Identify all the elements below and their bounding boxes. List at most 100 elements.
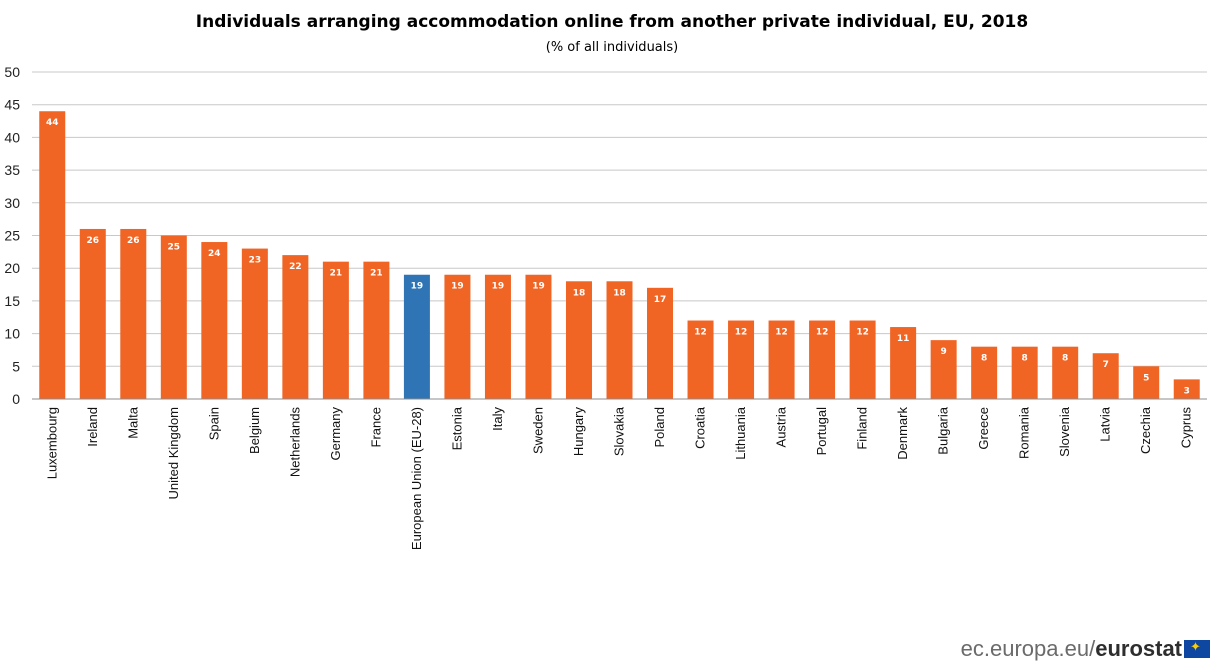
- data-label: 9: [941, 347, 947, 357]
- x-tick-label: Italy: [490, 407, 505, 431]
- data-label: 19: [532, 282, 545, 292]
- chart-subtitle: (% of all individuals): [546, 40, 678, 55]
- bars: [39, 111, 1200, 400]
- bar-latvia: [1092, 353, 1119, 399]
- x-tick-label: Hungary: [571, 407, 586, 457]
- x-tick-label: Bulgaria: [936, 406, 951, 454]
- x-tick-label: Poland: [652, 407, 667, 447]
- y-tick-label: 25: [4, 228, 20, 244]
- chart-title: Individuals arranging accommodation onli…: [196, 12, 1028, 32]
- footer-site: ec.europa.eu/: [960, 636, 1096, 661]
- x-tick-label: Malta: [125, 406, 140, 439]
- bar-croatia: [687, 320, 714, 399]
- x-tick-label: Slovakia: [612, 406, 627, 456]
- x-tick-label: Sweden: [530, 407, 545, 454]
- bar-cyprus: [1173, 379, 1200, 399]
- data-label: 21: [370, 269, 383, 279]
- data-label: 21: [330, 269, 343, 279]
- y-tick-label: 5: [12, 358, 20, 374]
- data-label: 22: [289, 262, 302, 272]
- y-tick-label: 15: [4, 293, 20, 309]
- x-tick-label: Denmark: [895, 407, 910, 460]
- data-label: 7: [1103, 360, 1109, 370]
- bar-romania: [1011, 346, 1038, 399]
- bar-belgium: [241, 248, 268, 399]
- x-tick-label: Portugal: [814, 407, 829, 456]
- bar-sweden: [525, 274, 552, 399]
- bar-germany: [322, 261, 349, 399]
- x-tick-label: Slovenia: [1057, 406, 1072, 457]
- bar-france: [363, 261, 390, 399]
- y-tick-label: 10: [4, 326, 20, 342]
- x-tick-label: Greece: [976, 407, 991, 450]
- data-label: 8: [981, 354, 987, 364]
- x-tick-label: Romania: [1017, 406, 1032, 459]
- bar-bulgaria: [930, 340, 957, 399]
- data-label: 8: [1022, 354, 1028, 364]
- bar-chart: Individuals arranging accommodation onli…: [4, 12, 1207, 550]
- bar-portugal: [809, 320, 836, 399]
- data-label: 8: [1062, 354, 1068, 364]
- bar-greece: [971, 346, 998, 399]
- bar-italy: [484, 274, 511, 399]
- data-label: 12: [856, 328, 869, 338]
- gridlines: [32, 71, 1207, 367]
- y-tick-label: 45: [4, 97, 20, 113]
- data-label: 19: [411, 282, 424, 292]
- x-tick-label: Czechia: [1138, 406, 1153, 454]
- x-tick-label: Luxembourg: [44, 407, 59, 479]
- x-tick-label: European Union (EU-28): [409, 407, 424, 550]
- footer-branding: ec.europa.eu/ eurostat: [961, 636, 1210, 662]
- data-label: 44: [46, 118, 59, 128]
- bar-luxembourg: [39, 111, 66, 400]
- data-label: 12: [816, 328, 829, 338]
- x-tick-label: Lithuania: [733, 406, 748, 460]
- data-label: 5: [1143, 373, 1149, 383]
- bar-united-kingdom: [160, 235, 187, 399]
- y-tick-label: 50: [4, 64, 20, 80]
- bar-spain: [201, 242, 228, 399]
- data-label: 19: [492, 282, 505, 292]
- x-tick-label: Austria: [774, 406, 789, 447]
- x-tick-label: United Kingdom: [166, 407, 181, 500]
- footer-brand: eurostat: [1095, 636, 1182, 661]
- data-label: 18: [613, 288, 626, 298]
- y-tick-label: 40: [4, 129, 20, 145]
- bar-european-union-eu-28: [403, 274, 430, 399]
- y-axis-ticks: 0 5 10 15 20 25 30 35 40 45 50: [4, 64, 20, 407]
- x-tick-label: Ireland: [85, 407, 100, 447]
- x-tick-label: Finland: [855, 407, 870, 450]
- x-tick-label: Belgium: [247, 407, 262, 454]
- data-label: 26: [87, 236, 100, 246]
- y-tick-label: 30: [4, 195, 20, 211]
- data-label: 12: [735, 328, 748, 338]
- bar-czechia: [1133, 366, 1160, 399]
- data-label: 23: [249, 256, 262, 266]
- y-tick-label: 0: [12, 391, 20, 407]
- bar-ireland: [79, 228, 106, 399]
- bar-slovenia: [1052, 346, 1079, 399]
- y-tick-label: 20: [4, 260, 20, 276]
- bar-malta: [120, 228, 147, 399]
- data-label: 18: [573, 288, 586, 298]
- bar-estonia: [444, 274, 471, 399]
- bar-poland: [647, 287, 674, 399]
- data-label: 3: [1184, 386, 1190, 396]
- data-label: 25: [168, 243, 181, 253]
- eu-flag-icon: [1184, 639, 1210, 658]
- data-label: 19: [451, 282, 464, 292]
- y-tick-label: 35: [4, 162, 20, 178]
- bar-austria: [768, 320, 795, 399]
- x-tick-label: Netherlands: [287, 407, 302, 478]
- x-tick-label: France: [368, 407, 383, 447]
- data-label: 24: [208, 249, 221, 259]
- x-axis-ticks: Luxembourg Ireland Malta United Kingdom Spai…: [44, 406, 1193, 550]
- x-tick-label: Latvia: [1098, 406, 1113, 441]
- bar-netherlands: [282, 255, 309, 399]
- x-tick-label: Estonia: [449, 406, 464, 450]
- x-tick-label: Germany: [328, 407, 343, 461]
- data-label: 12: [775, 328, 788, 338]
- x-tick-label: Croatia: [693, 406, 708, 449]
- data-label: 26: [127, 236, 140, 246]
- x-tick-label: Cyprus: [1179, 407, 1194, 449]
